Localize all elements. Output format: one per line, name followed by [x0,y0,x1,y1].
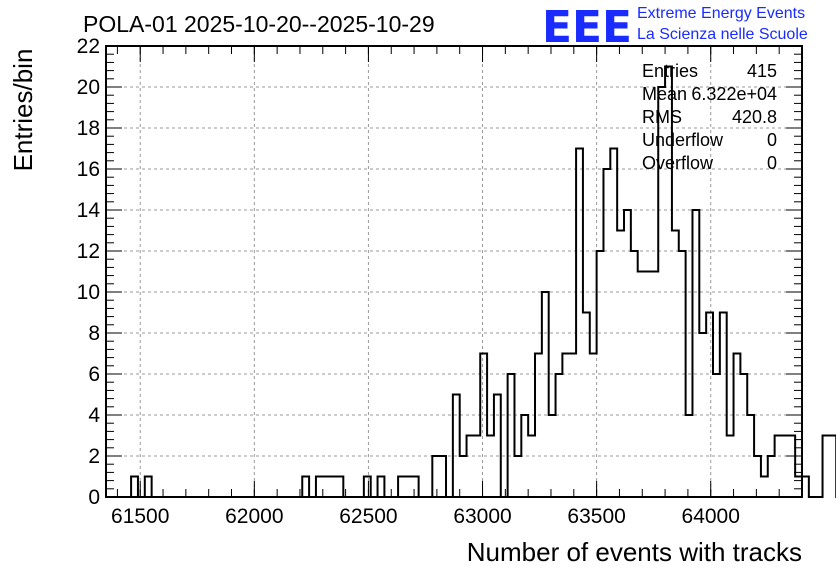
stat-entries-label: Entries [642,61,698,81]
y-tick-label: 2 [88,445,100,468]
eee-logo: EEE Extreme Energy Events La Scienza nel… [542,2,808,53]
eee-logo-mark: EEE [542,2,632,53]
y-tick-label: 22 [77,35,100,58]
stat-rms-value: 420.8 [732,107,777,127]
y-tick-label: 14 [77,199,101,222]
y-tick-label: 0 [88,486,100,509]
x-axis-label: Number of events with tracks [467,537,802,567]
x-tick-label: 61500 [111,505,169,528]
logo-line1: Extreme Energy Events [637,5,805,22]
stat-overflow-label: Overflow [642,153,714,173]
y-axis-label: Entries/bin [8,49,38,172]
y-tick-label: 16 [77,158,100,181]
stat-underflow-label: Underflow [642,130,724,150]
stat-underflow-value: 0 [767,130,777,150]
y-tick-label: 10 [77,281,100,304]
stat-mean-value: 6.322e+04 [691,84,777,104]
y-tick-label: 6 [88,363,100,386]
stats-box: Entries 415 Mean 6.322e+04 RMS 420.8 Und… [642,61,777,173]
x-tick-label: 62000 [225,505,283,528]
x-tick-label: 63000 [453,505,511,528]
y-tick-label: 18 [77,117,100,140]
x-tick-label: 62500 [339,505,397,528]
x-tick-label: 64000 [682,505,740,528]
x-tick-labels: 61500 62000 62500 63000 63500 64000 [111,505,740,528]
stat-overflow-value: 0 [767,153,777,173]
chart-title: POLA-01 2025-10-20--2025-10-29 [83,11,435,37]
stat-mean-label: Mean [642,84,687,104]
stat-entries-value: 415 [747,61,777,81]
grid-lines [106,46,802,497]
logo-line2: La Scienza nelle Scuole [637,26,808,43]
y-tick-label: 4 [88,404,100,427]
y-tick-label: 8 [88,322,100,345]
y-tick-label: 20 [77,76,100,99]
plot-frame [105,45,803,498]
y-tick-label: 12 [77,240,100,263]
x-tick-label: 63500 [567,505,625,528]
stat-rms-label: RMS [642,107,682,127]
y-tick-labels: 0 2 4 6 8 10 12 14 16 18 20 22 [77,35,101,509]
axis-ticks [106,45,803,498]
histogram-line [130,65,836,498]
